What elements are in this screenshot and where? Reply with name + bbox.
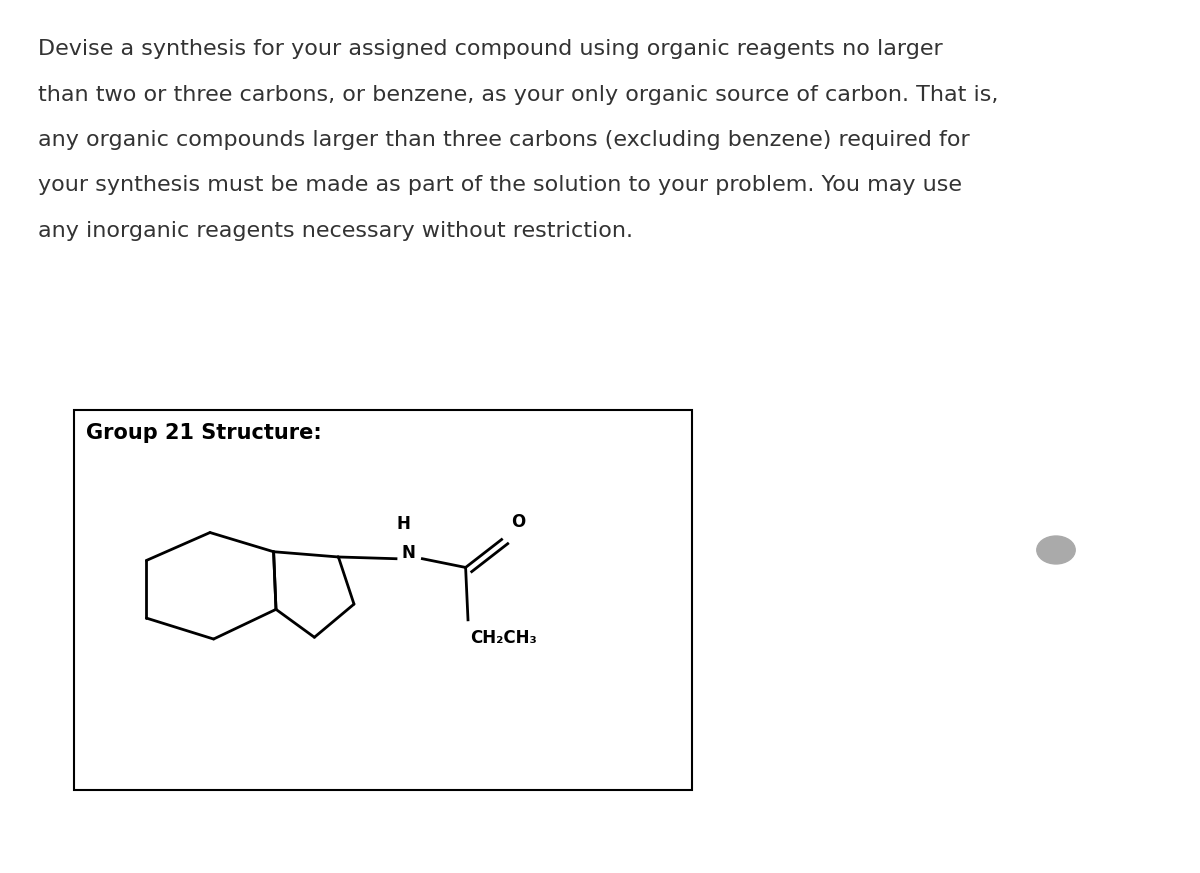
Text: CH₂CH₃: CH₂CH₃ <box>470 629 538 647</box>
Text: Devise a synthesis for your assigned compound using organic reagents no larger: Devise a synthesis for your assigned com… <box>38 39 943 59</box>
Text: your synthesis must be made as part of the solution to your problem. You may use: your synthesis must be made as part of t… <box>38 175 962 196</box>
Text: any organic compounds larger than three carbons (excluding benzene) required for: any organic compounds larger than three … <box>38 130 970 150</box>
Circle shape <box>1037 536 1075 564</box>
Text: H: H <box>396 514 410 533</box>
Text: Group 21 Structure:: Group 21 Structure: <box>86 423 322 443</box>
Text: than two or three carbons, or benzene, as your only organic source of carbon. Th: than two or three carbons, or benzene, a… <box>38 85 998 105</box>
Text: N: N <box>401 545 415 562</box>
Text: any inorganic reagents necessary without restriction.: any inorganic reagents necessary without… <box>38 221 634 241</box>
FancyBboxPatch shape <box>74 410 692 790</box>
Text: O: O <box>511 512 526 531</box>
